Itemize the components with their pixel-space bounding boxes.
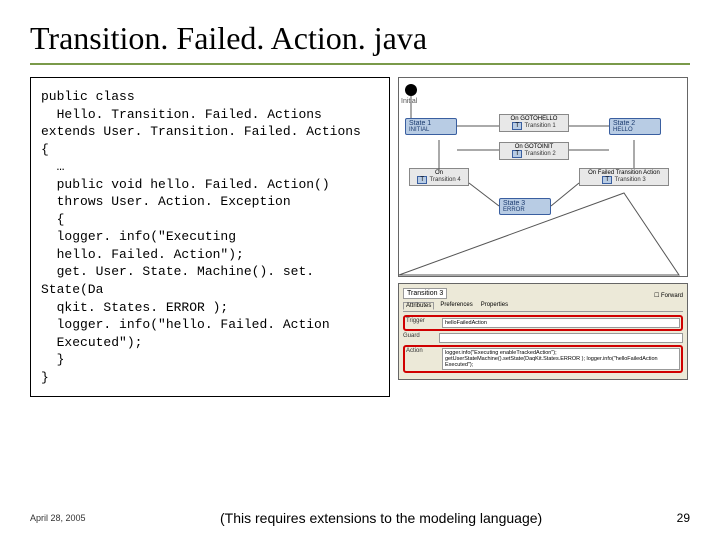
diagram-column: Initial State 1 INITIAL State 2 HELLO St…	[398, 77, 688, 397]
guard-label: Guard	[403, 333, 435, 339]
t-marker-icon: T	[602, 176, 612, 184]
code-box: public class Hello. Transition. Failed. …	[30, 77, 390, 397]
on-failed: On Failed Transition Action T Transition…	[579, 168, 669, 186]
code-line: qkit. States. ERROR );	[41, 299, 379, 317]
t-marker-icon: T	[512, 150, 522, 158]
action-label: Action	[406, 348, 438, 354]
slide: Transition. Failed. Action. java public …	[0, 0, 720, 540]
code-line: Hello. Transition. Failed. Actions	[41, 106, 379, 124]
transition-3-label: Transition 3	[615, 177, 646, 183]
state-2-title: State 2	[613, 120, 657, 127]
forward-label: ☐ Forward	[654, 292, 683, 299]
transition-1-label: Transition 1	[525, 123, 556, 129]
action-field[interactable]: logger.info("Executing enableTrackedActi…	[442, 348, 680, 370]
title-container: Transition. Failed. Action. java	[30, 20, 690, 65]
trigger-row: Trigger helloFailedAction	[403, 315, 683, 331]
footer-date: April 28, 2005	[30, 513, 86, 523]
state-diagram: Initial State 1 INITIAL State 2 HELLO St…	[398, 77, 688, 277]
trigger-label: Trigger	[406, 318, 438, 324]
t-marker-icon: T	[417, 176, 427, 184]
on-gotoinit: On GOTOINIT T Transition 2	[499, 142, 569, 160]
state-1-title: State 1	[409, 120, 453, 127]
guard-field[interactable]	[439, 333, 683, 343]
initial-label: Initial	[401, 98, 417, 105]
footer-page: 29	[677, 511, 690, 525]
t-marker-icon: T	[512, 122, 522, 130]
code-line: public void hello. Failed. Action()	[41, 176, 379, 194]
on-gotohello: On GOTOHELLO T Transition 1	[499, 114, 569, 132]
code-line: public class	[41, 88, 379, 106]
on-trans4: On T Transition 4	[409, 168, 469, 186]
on-failed-label: On Failed Transition Action	[582, 170, 666, 176]
code-line: …	[41, 158, 379, 176]
state-2-sub: HELLO	[613, 127, 657, 133]
trigger-field[interactable]: helloFailedAction	[442, 318, 680, 328]
footer-note: (This requires extensions to the modelin…	[86, 510, 677, 526]
footer: April 28, 2005 (This requires extensions…	[30, 510, 690, 526]
code-line: {	[41, 141, 379, 159]
properties-panel: Transition 3 ☐ Forward Attributes Prefer…	[398, 283, 688, 380]
state-2: State 2 HELLO	[609, 118, 661, 135]
tab-preferences[interactable]: Preferences	[438, 302, 474, 310]
code-line: extends User. Transition. Failed. Action…	[41, 123, 379, 141]
prop-header: Transition 3	[403, 288, 447, 299]
initial-node-icon	[405, 84, 417, 96]
guard-row: Guard	[403, 333, 683, 343]
state-1: State 1 INITIAL	[405, 118, 457, 135]
tab-attributes[interactable]: Attributes	[403, 302, 434, 310]
code-line: logger. info("hello. Failed. Action	[41, 316, 379, 334]
state-1-sub: INITIAL	[409, 127, 453, 133]
code-line: logger. info("Executing	[41, 228, 379, 246]
prop-tabs: Attributes Preferences Properties	[403, 302, 683, 312]
code-line: get. User. State. Machine(). set. State(…	[41, 263, 379, 298]
tab-properties[interactable]: Properties	[479, 302, 510, 310]
code-line: }	[41, 351, 379, 369]
transition-4-label: Transition 4	[430, 177, 461, 183]
action-row: Action logger.info("Executing enableTrac…	[403, 345, 683, 373]
code-line: throws User. Action. Exception	[41, 193, 379, 211]
code-line: {	[41, 211, 379, 229]
code-line: Executed");	[41, 334, 379, 352]
slide-title: Transition. Failed. Action. java	[30, 20, 690, 57]
callout-triangle-icon	[399, 193, 679, 283]
content-row: public class Hello. Transition. Failed. …	[30, 77, 690, 397]
transition-2-label: Transition 2	[525, 151, 556, 157]
code-line: }	[41, 369, 379, 387]
code-line: hello. Failed. Action");	[41, 246, 379, 264]
